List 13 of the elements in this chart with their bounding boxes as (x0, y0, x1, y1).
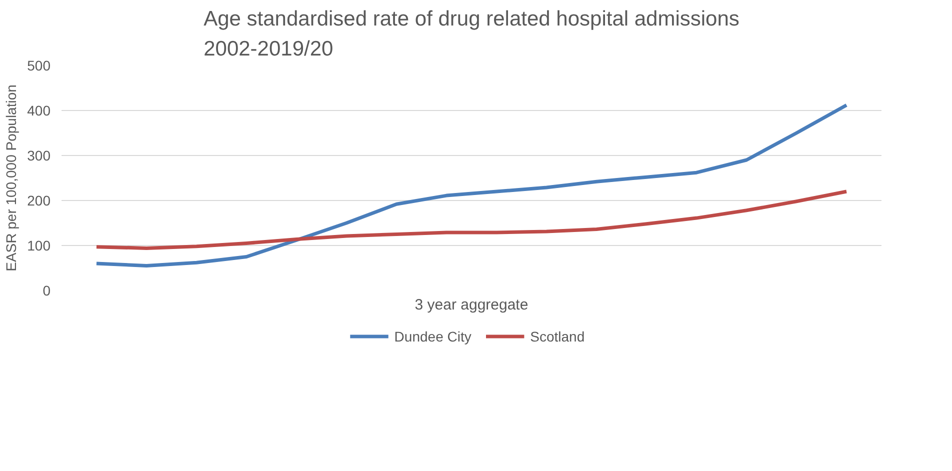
y-tick-label: 100 (27, 238, 51, 254)
x-axis-title: 3 year aggregate (414, 296, 528, 314)
y-axis-title: EASR per 100,000 Population (3, 84, 20, 272)
y-tick-label: 500 (27, 58, 51, 74)
chart-title: Age standardised rate of drug related hospital admissions 2002-2019/20 (204, 8, 740, 60)
y-tick-label: 0 (42, 282, 51, 298)
legend-label: Dundee City (394, 328, 472, 344)
line-series (94, 103, 848, 268)
y-tick-label: 200 (27, 192, 51, 208)
line-series (94, 190, 848, 250)
y-tick-label: 400 (27, 102, 51, 118)
y-tick-label: 300 (27, 148, 51, 164)
legend-label: Scotland (530, 328, 585, 344)
